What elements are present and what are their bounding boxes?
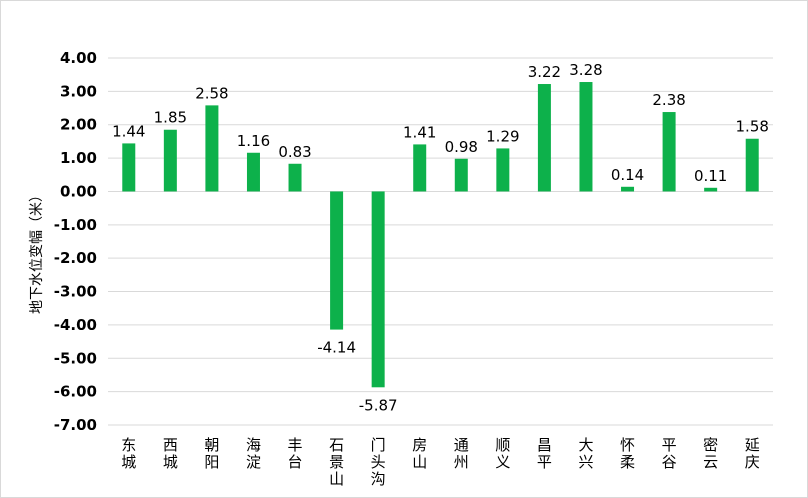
y-tick-label: 1.00 <box>60 149 97 167</box>
category-label: 海淀 <box>246 436 261 471</box>
data-label: -5.87 <box>359 396 398 414</box>
bar <box>413 144 427 192</box>
category-label: 门头沟 <box>371 436 386 488</box>
y-tick-label: -4.00 <box>54 316 97 334</box>
y-axis-ticks: 4.00 3.00 2.00 1.00 0.00 -1.00 -2.00 -3.00 -4.00… <box>54 49 97 434</box>
data-label: 1.58 <box>736 118 769 136</box>
bar <box>163 129 177 192</box>
y-tick-label: 2.00 <box>60 116 97 134</box>
category-label: 延庆 <box>745 436 760 471</box>
data-label: 3.28 <box>569 61 602 79</box>
bars <box>122 82 759 388</box>
bar <box>371 191 385 388</box>
category-label: 顺义 <box>495 436 510 471</box>
y-tick-label: -3.00 <box>54 283 97 301</box>
data-label: 0.83 <box>278 143 311 161</box>
y-tick-label: -6.00 <box>54 383 97 401</box>
bar <box>621 186 635 192</box>
data-label: 2.38 <box>652 91 685 109</box>
category-label: 密云 <box>703 436 718 471</box>
bar <box>704 187 718 192</box>
category-label: 丰台 <box>288 436 303 471</box>
category-label: 西城 <box>163 436 178 471</box>
bar <box>454 158 468 192</box>
category-label: 石景山 <box>329 436 344 488</box>
bar <box>537 84 551 192</box>
y-axis-title: 地下水位变幅（米） <box>29 188 45 314</box>
category-label: 大兴 <box>578 436 593 471</box>
data-label: 0.11 <box>694 167 727 185</box>
data-label: 2.58 <box>195 84 228 102</box>
category-label: 昌平 <box>537 436 552 471</box>
y-tick-label: 4.00 <box>60 49 97 67</box>
category-label: 房山 <box>412 436 427 471</box>
data-label: 1.44 <box>112 122 145 140</box>
category-label: 通州 <box>454 436 469 471</box>
category-label: 怀柔 <box>620 436 635 471</box>
bar <box>662 112 676 192</box>
bar <box>745 138 759 192</box>
bar <box>579 82 593 192</box>
data-label: 1.29 <box>486 127 519 145</box>
y-tick-label: 3.00 <box>60 82 97 100</box>
bar <box>496 148 510 192</box>
y-tick-label: -1.00 <box>54 216 97 234</box>
bar <box>205 105 219 192</box>
bar <box>246 152 260 192</box>
data-label: 3.22 <box>528 63 561 81</box>
bar <box>122 143 136 192</box>
category-label: 平谷 <box>662 436 677 471</box>
category-label: 朝阳 <box>204 436 219 471</box>
data-label: 1.16 <box>237 132 270 150</box>
y-tick-label: -5.00 <box>54 349 97 367</box>
y-tick-label: 0.00 <box>60 182 97 200</box>
data-label: 0.98 <box>445 138 478 156</box>
bar <box>288 163 302 192</box>
y-tick-label: -2.00 <box>54 249 97 267</box>
data-label: 1.85 <box>154 109 187 127</box>
data-label: 0.14 <box>611 166 644 184</box>
data-labels: 1.44 1.85 2.58 1.16 0.83 -4.14 -5.87 1.41 0.98 1.… <box>112 61 769 414</box>
data-label: 1.41 <box>403 123 436 141</box>
gridlines <box>108 57 773 426</box>
data-label: -4.14 <box>317 339 356 357</box>
bar <box>330 191 344 330</box>
y-tick-label: -7.00 <box>54 416 97 434</box>
category-label: 东城 <box>121 436 136 471</box>
